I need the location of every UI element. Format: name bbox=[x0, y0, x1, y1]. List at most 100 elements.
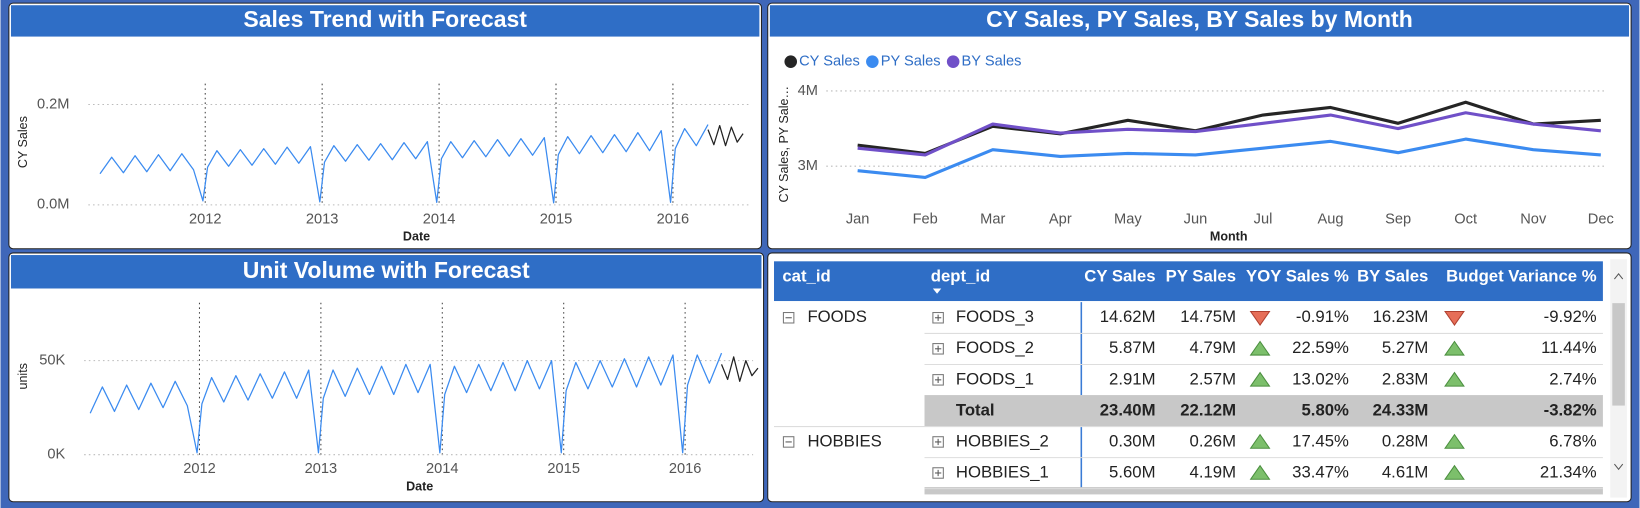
x-axis-title: Month bbox=[1210, 230, 1248, 244]
table-cell: 5.60M bbox=[1109, 462, 1155, 481]
column-header[interactable]: Budget Variance % bbox=[1446, 266, 1597, 285]
panel-header bbox=[10, 5, 760, 37]
column-header[interactable]: YOY Sales % bbox=[1246, 266, 1349, 285]
total-cell: 5.80% bbox=[1301, 400, 1349, 419]
series-line bbox=[857, 111, 1601, 157]
trend-icon bbox=[1249, 371, 1271, 387]
x-tick-label: 2012 bbox=[183, 461, 216, 477]
table-cell: 5.27M bbox=[1382, 338, 1428, 357]
legend-marker bbox=[946, 55, 960, 68]
table-cell: HOBBIES_2 bbox=[956, 431, 1049, 450]
y-tick-label: 50K bbox=[39, 352, 65, 368]
total-cell: 24.33M bbox=[1373, 400, 1429, 419]
x-tick-label: Jun bbox=[1184, 211, 1208, 227]
x-tick-label: Sep bbox=[1385, 211, 1411, 227]
table-cell: 4.19M bbox=[1190, 462, 1236, 481]
trend-icon bbox=[1249, 310, 1271, 326]
x-tick-label: 2015 bbox=[547, 461, 580, 477]
x-tick-label: Mar bbox=[980, 211, 1005, 227]
x-tick-label: 2013 bbox=[306, 211, 339, 227]
table-cell: 17.45% bbox=[1292, 431, 1349, 450]
x-axis-title: Date bbox=[406, 479, 433, 493]
trend-icon bbox=[1444, 340, 1465, 356]
x-tick-label: Jan bbox=[846, 211, 870, 227]
table-cell: HOBBIES_1 bbox=[956, 462, 1049, 481]
table-cell: 33.47% bbox=[1292, 462, 1349, 481]
x-tick-label: Feb bbox=[913, 211, 938, 227]
table-cell: 2.83M bbox=[1382, 369, 1428, 388]
table-cell: FOODS_3 bbox=[956, 307, 1034, 326]
series-line bbox=[720, 356, 759, 382]
trend-icon bbox=[1444, 310, 1465, 326]
y-tick-label: 0K bbox=[47, 447, 65, 463]
scroll-thumb[interactable] bbox=[1612, 303, 1625, 406]
y-tick-label: 0.0M bbox=[37, 197, 70, 213]
trend-icon bbox=[1444, 464, 1465, 480]
table-cell: 14.75M bbox=[1180, 307, 1236, 326]
table-cell: FOODS_2 bbox=[956, 338, 1034, 357]
x-tick-label: Oct bbox=[1454, 211, 1477, 227]
y-axis-title: CY Sales, PY Sale… bbox=[777, 86, 791, 203]
x-tick-label: 2014 bbox=[426, 461, 459, 477]
column-header[interactable]: CY Sales bbox=[1084, 266, 1155, 285]
table-cell: 2.74% bbox=[1549, 369, 1597, 388]
y-axis-title: CY Sales bbox=[16, 116, 30, 168]
panel-header bbox=[10, 255, 762, 289]
table-cell: 4.79M bbox=[1190, 338, 1236, 357]
column-header[interactable]: BY Sales bbox=[1357, 266, 1428, 285]
x-tick-label: Nov bbox=[1520, 211, 1547, 227]
x-tick-label: May bbox=[1114, 211, 1142, 227]
y-tick-label: 3M bbox=[798, 158, 818, 174]
x-tick-label: 2013 bbox=[305, 461, 338, 477]
table-cell: 13.02% bbox=[1292, 369, 1349, 388]
table-cell: 11.44% bbox=[1541, 338, 1597, 357]
y-tick-label: 0.2M bbox=[37, 96, 70, 112]
scroll-down[interactable] bbox=[1613, 463, 1624, 471]
sort-arrow[interactable] bbox=[932, 288, 942, 294]
column-header[interactable]: PY Sales bbox=[1166, 266, 1236, 285]
table-cell: 14.62M bbox=[1100, 307, 1156, 326]
column-header[interactable]: cat_id bbox=[782, 266, 830, 285]
trend-icon bbox=[1249, 464, 1271, 480]
table-cell: 2.57M bbox=[1190, 369, 1236, 388]
scroll-up[interactable] bbox=[1613, 273, 1624, 280]
table-cell: 4.61M bbox=[1382, 462, 1428, 481]
column-header[interactable]: dept_id bbox=[931, 266, 990, 285]
category-label: HOBBIES bbox=[807, 431, 881, 450]
panel-title: Unit Volume with Forecast bbox=[243, 257, 530, 283]
trend-icon bbox=[1249, 433, 1271, 449]
total-cell: 22.12M bbox=[1180, 400, 1236, 419]
x-tick-label: Dec bbox=[1588, 211, 1614, 227]
table-cell: 16.23M bbox=[1373, 307, 1429, 326]
x-tick-label: Jul bbox=[1254, 211, 1273, 227]
table-cell: 0.28M bbox=[1382, 431, 1428, 450]
table-cell: 6.78% bbox=[1549, 431, 1597, 450]
total-row bbox=[924, 395, 1603, 427]
trend-icon bbox=[1444, 371, 1465, 387]
table-cell: FOODS_1 bbox=[956, 369, 1034, 388]
panel bbox=[8, 2, 762, 250]
table-header bbox=[774, 261, 1603, 302]
table-cell: 22.59% bbox=[1292, 338, 1349, 357]
total-cell: Total bbox=[956, 400, 995, 419]
x-tick-label: 2016 bbox=[669, 461, 702, 477]
panel-header bbox=[769, 5, 1630, 37]
legend-marker bbox=[784, 55, 798, 68]
table-cell: 0.26M bbox=[1190, 431, 1236, 450]
panel-title: CY Sales, PY Sales, BY Sales by Month bbox=[986, 6, 1413, 32]
total-cell: 23.40M bbox=[1100, 400, 1156, 419]
total-cell: -3.82% bbox=[1544, 400, 1597, 419]
table-cell: -0.91% bbox=[1296, 307, 1349, 326]
partial-row bbox=[924, 487, 1603, 495]
series-line bbox=[89, 352, 723, 454]
x-tick-label: 2012 bbox=[189, 211, 222, 227]
legend-label: PY Sales bbox=[881, 54, 941, 70]
y-tick-label: 4M bbox=[798, 83, 818, 99]
x-axis-title: Date bbox=[403, 230, 430, 244]
trend-icon bbox=[1444, 433, 1465, 449]
x-tick-label: 2015 bbox=[540, 211, 573, 227]
y-axis-title: units bbox=[16, 363, 30, 389]
panel bbox=[767, 2, 1632, 250]
